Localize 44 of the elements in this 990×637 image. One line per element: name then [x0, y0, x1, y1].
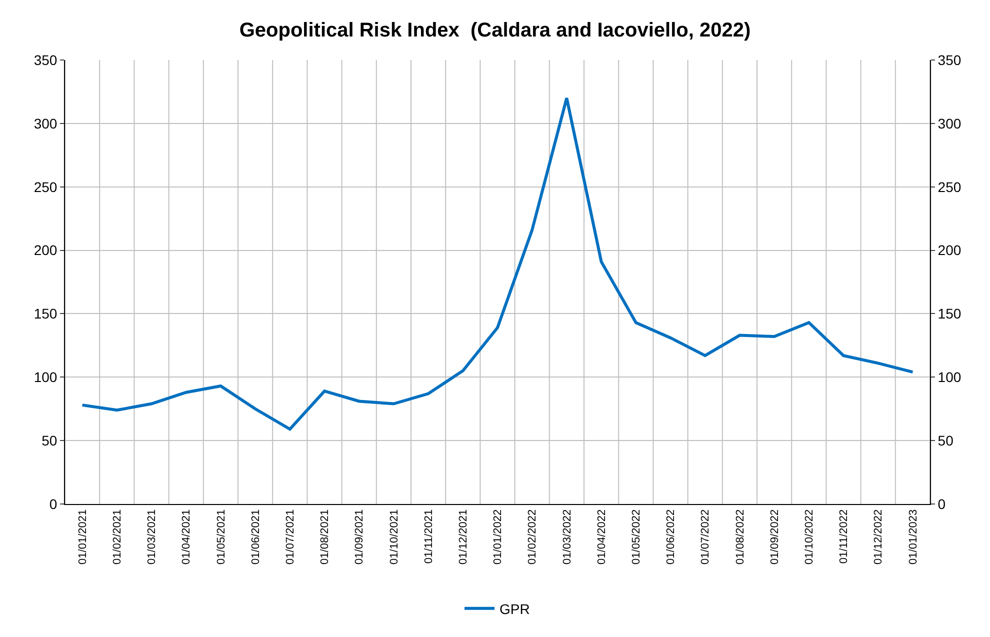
x-tick-label: 01/08/2022 [734, 509, 746, 564]
x-tick-label: 01/10/2021 [388, 509, 400, 564]
x-tick-label: 01/01/2022 [492, 509, 504, 564]
x-tick-label: 01/03/2022 [561, 509, 574, 564]
x-tick-label: 01/07/2021 [284, 509, 296, 564]
x-tick-label: 01/01/2023 [907, 509, 920, 564]
y2-tick-label: 200 [938, 242, 962, 258]
x-tick-label: 01/10/2022 [803, 509, 816, 564]
y2-tick-label: 0 [938, 496, 946, 512]
x-tick-label: 01/05/2021 [215, 509, 228, 564]
x-tick-label: 01/05/2022 [630, 509, 642, 564]
y-tick-label: 150 [34, 306, 58, 322]
x-tick-label: 01/04/2022 [596, 509, 608, 564]
chart-title: Geopolitical Risk Index (Caldara and Iacoviello, 2022) [239, 19, 751, 42]
y2-tick-label: 100 [938, 369, 962, 386]
x-tick-label: 01/07/2022 [700, 509, 712, 564]
y2-tick-label: 250 [938, 178, 962, 195]
y-tick-label: 100 [34, 369, 58, 386]
y-tick-label: 300 [34, 115, 58, 132]
x-tick-label: 01/06/2022 [665, 509, 678, 564]
y-tick-label: 250 [34, 178, 58, 195]
x-tick-label: 01/09/2021 [354, 509, 366, 564]
x-tick-label: 01/08/2021 [319, 509, 332, 564]
x-tick-label: 01/09/2022 [768, 509, 781, 564]
x-tick-label: 01/02/2022 [526, 509, 539, 564]
x-tick-label: 01/03/2021 [146, 509, 158, 564]
x-tick-label: 01/02/2021 [111, 509, 124, 564]
y2-tick-label: 350 [938, 52, 962, 68]
legend-label: GPR [500, 600, 530, 617]
y2-tick-label: 150 [938, 306, 962, 322]
y2-tick-label: 50 [938, 432, 954, 448]
y-tick-label: 200 [34, 242, 58, 258]
x-tick-label: 01/06/2021 [250, 509, 262, 564]
x-tick-label: 01/11/2022 [838, 509, 850, 564]
line-series [80, 96, 914, 431]
y2-tick-label: 300 [938, 115, 962, 132]
x-tick-label: 01/01/2021 [76, 509, 89, 564]
x-tick-label: 01/12/2022 [872, 509, 885, 564]
y-tick-label: 0 [49, 496, 58, 512]
x-tick-label: 01/11/2021 [422, 509, 435, 564]
x-tick-label: 01/04/2021 [180, 509, 193, 564]
x-tick-label: 01/12/2021 [457, 509, 470, 564]
y-tick-label: 350 [34, 52, 58, 68]
y-tick-label: 50 [42, 432, 58, 448]
